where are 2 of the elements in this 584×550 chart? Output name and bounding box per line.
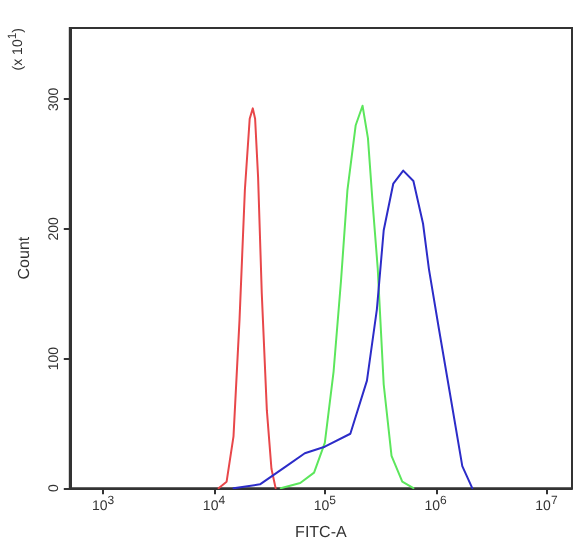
y-axis-title: Count	[15, 235, 33, 280]
x-axis-title: FITC-A	[295, 523, 348, 541]
